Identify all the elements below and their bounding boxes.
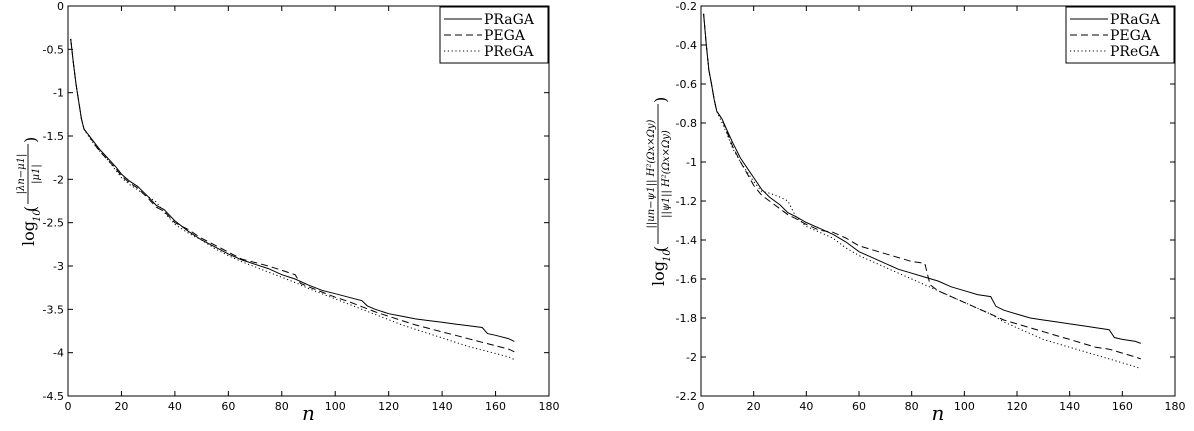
- y-tick-label: -0.8: [676, 117, 697, 130]
- y-tick-label: -1.4: [676, 234, 697, 247]
- y-tick-label: -1: [53, 87, 64, 100]
- plot-frame: [700, 5, 1176, 397]
- y-tick-label: -1.6: [676, 273, 697, 286]
- legend-label: PRaGA: [1110, 12, 1161, 28]
- y-label-log: log: [649, 261, 668, 286]
- y-tick-label: -0.6: [676, 78, 697, 91]
- x-tick-label: 180: [539, 400, 560, 413]
- x-tick-label: 80: [905, 400, 919, 413]
- y-tick-label: -2: [686, 351, 697, 364]
- plot-frame: [67, 5, 550, 397]
- x-tick-label: 140: [432, 400, 453, 413]
- legend-label: PEGA: [484, 28, 526, 44]
- x-tick-label: 20: [114, 400, 128, 413]
- x-tick-label: 140: [1059, 400, 1080, 413]
- x-tick-label: 100: [325, 400, 346, 413]
- y-label-base: 10: [662, 249, 673, 262]
- x-tick-label: 60: [852, 400, 866, 413]
- x-tick-label: 180: [1165, 400, 1186, 413]
- y-tick-label: -4.5: [43, 390, 64, 403]
- y-label-denominator: |μ1|: [31, 164, 42, 184]
- x-tick-label: 160: [485, 400, 506, 413]
- y-tick-label: -3.5: [43, 303, 64, 316]
- series-line-prega: [70, 38, 515, 361]
- y-label-numerator: ||un−ψ1|| H²(Ωx×Ωy): [646, 119, 657, 228]
- y-tick-label: -0.2: [676, 0, 697, 13]
- y-tick-label: -2.2: [676, 390, 697, 403]
- x-tick-label: 40: [168, 400, 182, 413]
- y-label-log: log: [19, 221, 38, 246]
- y-label-paren-right: ): [21, 137, 40, 143]
- series-line-pega: [70, 38, 515, 353]
- y-tick-label: -0.4: [676, 39, 697, 52]
- y-label-paren-left: (: [651, 246, 670, 252]
- x-tick-label: 120: [378, 400, 399, 413]
- y-tick-label: -4: [53, 347, 64, 360]
- series-line-prega: [703, 13, 1141, 370]
- x-tick-label: 80: [275, 400, 289, 413]
- x-tick-label: 60: [221, 400, 235, 413]
- y-tick-label: -2.5: [43, 217, 64, 230]
- x-tick-label: 0: [698, 400, 705, 413]
- legend-label: PEGA: [1110, 28, 1152, 44]
- y-tick-label: -1: [686, 156, 697, 169]
- legend-label: PReGA: [484, 44, 534, 60]
- y-label-paren-right: ): [651, 97, 670, 103]
- y-tick-label: -2: [53, 173, 64, 186]
- legend-label: PRaGA: [484, 12, 535, 28]
- left-plot: 0 20 40 60 80 100 120 140 160 180-4.5-4-3.5-3-2.5…: [16, 0, 560, 425]
- y-label-denominator: ||ψ1|| H²(Ωx×Ωy): [661, 130, 672, 218]
- y-tick-label: 0: [57, 0, 64, 13]
- series-line-pega: [703, 13, 1141, 360]
- y-label-base: 10: [32, 209, 43, 222]
- y-tick-label: -1.5: [43, 130, 64, 143]
- x-tick-label: 40: [799, 400, 813, 413]
- y-label-paren-left: (: [21, 206, 40, 212]
- x-tick-label: 100: [954, 400, 975, 413]
- series-line-praga: [703, 13, 1141, 344]
- x-tick-label: 160: [1112, 400, 1133, 413]
- y-tick-label: -0.5: [43, 43, 64, 56]
- series-line-praga: [70, 38, 515, 342]
- x-tick-label: 0: [65, 400, 72, 413]
- x-axis-label: n: [932, 401, 945, 425]
- x-tick-label: 20: [747, 400, 761, 413]
- x-tick-label: 120: [1007, 400, 1028, 413]
- right-plot: 0 20 40 60 80 100 120 140 160 180 -2.2 -2 -1.8 -1.6 -1…: [646, 0, 1186, 425]
- y-label-numerator: |λn−μ1|: [16, 154, 27, 195]
- y-tick-label: -1.2: [676, 195, 697, 208]
- y-tick-label: -1.8: [676, 312, 697, 325]
- legend-label: PReGA: [1110, 44, 1160, 60]
- x-axis-label: n: [302, 401, 315, 425]
- y-tick-label: -3: [53, 260, 64, 273]
